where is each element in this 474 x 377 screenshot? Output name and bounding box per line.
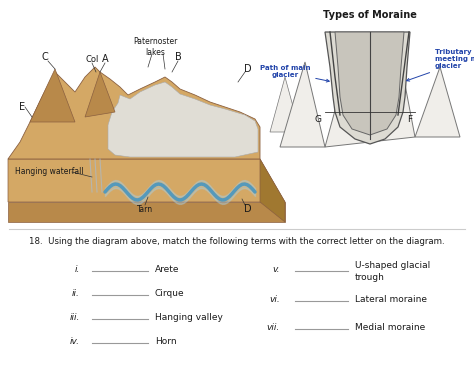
Polygon shape	[270, 77, 300, 132]
Text: Tarn: Tarn	[137, 204, 153, 213]
Polygon shape	[8, 159, 285, 202]
Text: Cirque: Cirque	[155, 288, 185, 297]
Text: Tributary glacier
meeting main
glacier: Tributary glacier meeting main glacier	[407, 49, 474, 81]
Polygon shape	[8, 202, 285, 222]
Text: Path of main
glacier: Path of main glacier	[260, 66, 329, 82]
Polygon shape	[260, 159, 285, 222]
Text: ii.: ii.	[72, 288, 80, 297]
Text: Hanging waterfall: Hanging waterfall	[15, 167, 83, 176]
Text: 18.  Using the diagram above, match the following terms with the correct letter : 18. Using the diagram above, match the f…	[29, 238, 445, 247]
Text: Medial moraine: Medial moraine	[355, 322, 425, 331]
Text: Types of Moraine: Types of Moraine	[323, 10, 417, 20]
Polygon shape	[8, 67, 260, 159]
Polygon shape	[85, 72, 115, 117]
Text: vii.: vii.	[267, 322, 280, 331]
Text: iv.: iv.	[70, 337, 80, 345]
Polygon shape	[280, 62, 325, 147]
Polygon shape	[415, 67, 460, 137]
Text: Col: Col	[85, 55, 99, 63]
Text: E: E	[19, 102, 25, 112]
Text: G: G	[315, 115, 321, 124]
Polygon shape	[30, 69, 75, 122]
Text: Horn: Horn	[155, 337, 177, 345]
Text: i.: i.	[74, 265, 80, 273]
Text: vi.: vi.	[269, 294, 280, 303]
Polygon shape	[108, 82, 258, 157]
Polygon shape	[335, 32, 404, 135]
Text: D: D	[244, 204, 252, 214]
Text: A: A	[102, 54, 109, 64]
Text: C: C	[42, 52, 48, 62]
Polygon shape	[325, 32, 415, 147]
Text: iii.: iii.	[70, 313, 80, 322]
Text: U-shaped glacial: U-shaped glacial	[355, 261, 430, 270]
Text: Paternoster
lakes: Paternoster lakes	[133, 37, 177, 57]
Text: D: D	[244, 64, 252, 74]
Polygon shape	[325, 32, 410, 144]
Text: F: F	[408, 115, 412, 124]
Text: B: B	[174, 52, 182, 62]
Text: Arete: Arete	[155, 265, 180, 273]
Text: Lateral moraine: Lateral moraine	[355, 294, 427, 303]
Text: trough: trough	[355, 273, 385, 282]
Text: Hanging valley: Hanging valley	[155, 313, 223, 322]
Text: v.: v.	[273, 265, 280, 273]
